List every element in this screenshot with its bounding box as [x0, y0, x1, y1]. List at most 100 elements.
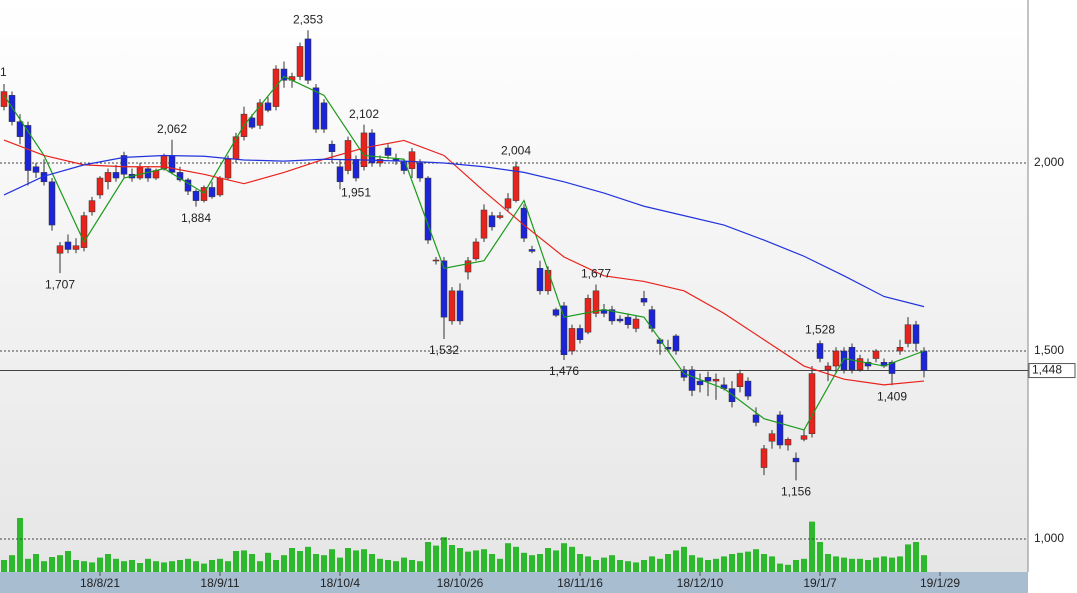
- candle-body: [920, 350, 928, 371]
- volume-bar: [529, 555, 535, 572]
- volume-bar: [553, 550, 559, 572]
- volume-bar: [809, 521, 815, 572]
- volume-bar: [841, 557, 847, 572]
- volume-bar: [585, 556, 591, 572]
- candle-body: [536, 268, 544, 292]
- volume-bar: [217, 558, 223, 572]
- volume-bar: [305, 546, 311, 572]
- volume-bar: [857, 558, 863, 572]
- volume-bar: [785, 564, 791, 572]
- volume-bar: [241, 550, 247, 572]
- volume-bar: [89, 562, 95, 572]
- volume-bar: [817, 542, 823, 572]
- y-tick-label: 2,000: [1034, 155, 1064, 169]
- candle-body: [224, 158, 232, 179]
- candle-body: [264, 102, 272, 111]
- volume-bar: [481, 549, 487, 572]
- cut-label: 1: [0, 65, 7, 79]
- volume-bar: [97, 557, 103, 572]
- volume-bar: [385, 560, 391, 572]
- volume-bar: [689, 555, 695, 572]
- candle-body: [592, 290, 600, 314]
- candle-body: [328, 143, 336, 152]
- candle-body: [560, 305, 568, 356]
- volume-bar: [761, 554, 767, 572]
- candle-body: [152, 170, 160, 179]
- candle-body: [336, 166, 344, 183]
- volume-bar: [33, 554, 39, 572]
- candle-body: [848, 346, 856, 371]
- candle-body: [496, 215, 504, 218]
- volume-bar: [105, 554, 111, 572]
- price-annotation: 2,004: [501, 144, 531, 158]
- volume-bar: [441, 537, 447, 572]
- volume-bar: [569, 546, 575, 572]
- candle-body: [280, 68, 288, 81]
- volume-bar: [433, 545, 439, 572]
- volume-bar: [193, 561, 199, 572]
- last-price-box: [1028, 363, 1076, 379]
- candle-body: [200, 187, 208, 201]
- volume-bar: [377, 558, 383, 572]
- volume-bar: [425, 542, 431, 572]
- candle-body: [672, 335, 680, 352]
- candle-body: [88, 200, 96, 213]
- volume-bar: [289, 548, 295, 572]
- candle-body: [744, 380, 752, 397]
- volume-bar: [25, 558, 31, 572]
- candle-body: [72, 245, 80, 250]
- candle-body: [272, 68, 280, 107]
- volume-bar: [153, 561, 159, 572]
- volume-bar: [361, 549, 367, 572]
- candle-body: [168, 155, 176, 173]
- volume-bar: [417, 561, 423, 572]
- volume-bar: [681, 546, 687, 572]
- volume-bar: [665, 554, 671, 572]
- candle-body: [808, 373, 816, 434]
- plot-background: [0, 0, 1028, 572]
- volume-bar: [489, 554, 495, 572]
- candle-body: [912, 324, 920, 344]
- candle-body: [512, 166, 520, 201]
- volume-bar: [793, 560, 799, 572]
- volume-bar: [801, 558, 807, 572]
- candle-body: [408, 151, 416, 169]
- volume-bar: [769, 556, 775, 572]
- volume-bar: [177, 560, 183, 572]
- volume-bar: [465, 551, 471, 572]
- x-tick-label: 19/1/29: [920, 576, 960, 590]
- volume-bar: [121, 561, 127, 572]
- volume-bar: [73, 560, 79, 572]
- price-annotation: 1,951: [341, 186, 371, 200]
- candle-body: [136, 166, 144, 179]
- volume-bar: [401, 557, 407, 572]
- candle-body: [112, 172, 120, 179]
- volume-bar: [265, 552, 271, 572]
- candle-body: [608, 309, 616, 322]
- volume-bar: [57, 555, 63, 572]
- volume-bar: [513, 546, 519, 572]
- candle-body: [480, 209, 488, 239]
- candle-body: [776, 414, 784, 446]
- candle-body: [424, 177, 432, 241]
- volume-bar: [729, 554, 735, 572]
- volume-bar: [849, 558, 855, 572]
- candle-body: [856, 358, 864, 371]
- candle-body: [616, 318, 624, 322]
- volume-bar: [345, 548, 351, 572]
- candle-body: [576, 328, 584, 340]
- volume-bar: [905, 544, 911, 572]
- candle-body: [56, 245, 64, 254]
- volume-bar: [329, 549, 335, 572]
- candle-body: [792, 457, 800, 463]
- volume-bar: [593, 560, 599, 572]
- volume-bar: [81, 561, 87, 572]
- x-tick-label: 18/8/21: [80, 576, 120, 590]
- volume-bar: [321, 555, 327, 572]
- candle-body: [256, 102, 264, 126]
- candle-body: [768, 433, 776, 442]
- volume-bar: [297, 551, 303, 572]
- candle-body: [840, 350, 848, 371]
- volume-bar: [41, 561, 47, 572]
- moving-average: [3, 75, 925, 431]
